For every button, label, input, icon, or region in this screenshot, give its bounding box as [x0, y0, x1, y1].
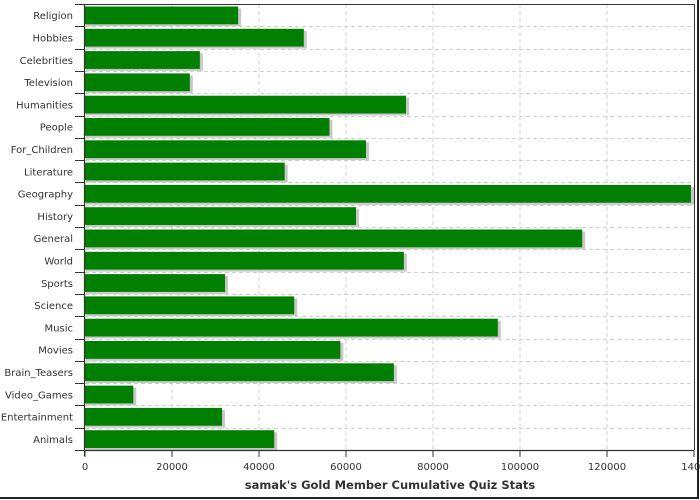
category-label: Science — [34, 301, 73, 312]
bar-hobbies — [85, 28, 304, 47]
category-labels: Religion Hobbies Celebrities Television Huma… — [1, 11, 73, 446]
gridlines — [85, 4, 694, 450]
bar-sports — [85, 274, 226, 292]
category-label: Video_Games — [5, 390, 73, 401]
bar-humanities — [85, 95, 407, 114]
bar-brain-teasers — [85, 363, 394, 382]
category-label: For_Children — [11, 145, 73, 156]
bar-entertainment — [85, 407, 223, 426]
category-label: People — [40, 123, 73, 134]
bar-celebrities — [85, 51, 200, 69]
category-label: Literature — [24, 167, 73, 178]
x-tick-label: 60000 — [330, 462, 362, 473]
x-axis-title: samak's Gold Member Cumulative Quiz Stat… — [245, 478, 536, 492]
category-label: Music — [45, 323, 73, 334]
x-tick-label: 1400 — [681, 462, 700, 473]
bar-general — [85, 229, 583, 248]
bar-video-games — [85, 385, 134, 404]
category-label: Humanities — [16, 100, 73, 111]
frame-border-bottom — [0, 497, 699, 499]
bar-geography — [85, 184, 691, 203]
bar-for-children — [85, 140, 367, 159]
bar-music — [85, 318, 498, 337]
category-label: Movies — [38, 346, 73, 357]
bar-history — [85, 207, 357, 225]
bar-literature — [85, 162, 285, 181]
axes — [75, 4, 695, 457]
category-label: Religion — [33, 11, 73, 22]
bar-world — [85, 251, 404, 270]
category-label: Hobbies — [33, 33, 73, 44]
x-tick-label: 80000 — [417, 462, 449, 473]
x-tick-label: 40000 — [243, 462, 275, 473]
bar-television — [85, 73, 190, 92]
bar-animals — [85, 430, 275, 448]
category-label: Animals — [33, 435, 73, 446]
category-label: Geography — [18, 190, 73, 201]
category-label: World — [44, 256, 73, 267]
x-tick-labels: 0 20000 40000 60000 80000 100000 120000 1400 — [82, 462, 700, 473]
frame-border-right — [697, 0, 699, 499]
x-tick-label: 0 — [82, 462, 88, 473]
bar-people — [85, 118, 330, 136]
bars — [85, 6, 694, 450]
x-tick-label: 120000 — [588, 462, 626, 473]
category-label: General — [34, 234, 73, 245]
bar-science — [85, 296, 295, 315]
category-label: Television — [23, 78, 73, 89]
x-tick-label: 100000 — [501, 462, 539, 473]
category-label: Celebrities — [20, 56, 73, 67]
category-label: Brain_Teasers — [4, 368, 73, 379]
bar-religion — [85, 6, 239, 25]
x-tick-label: 20000 — [156, 462, 188, 473]
category-label: Entertainment — [1, 413, 73, 424]
category-label: Sports — [41, 279, 73, 290]
bar-movies — [85, 341, 341, 359]
category-label: History — [37, 212, 73, 223]
